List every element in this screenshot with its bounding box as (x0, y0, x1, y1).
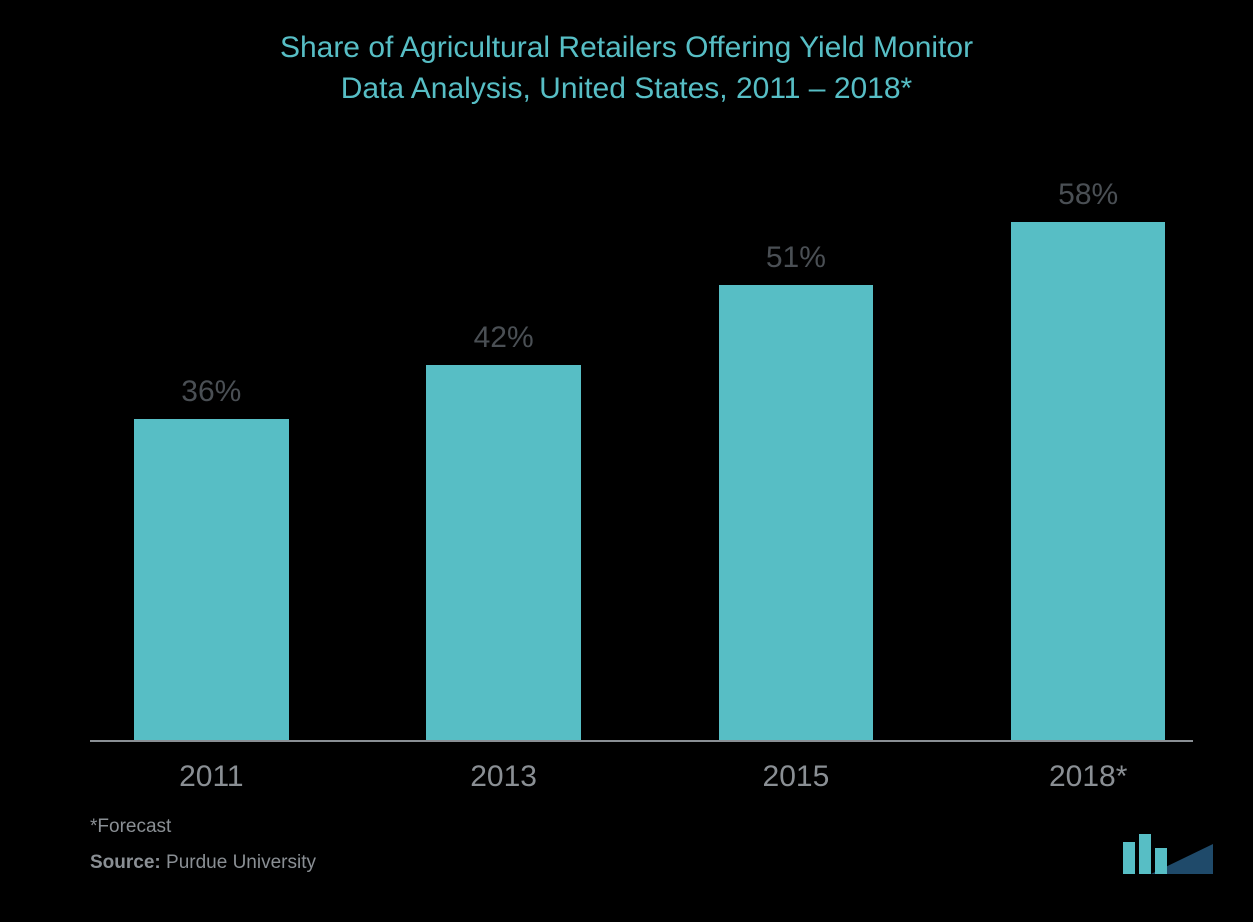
forecast-note: *Forecast (90, 816, 316, 838)
bar-slot: 42% (426, 160, 580, 740)
x-axis: 2011 2013 2015 2018* (90, 742, 1193, 812)
chart-title-line2: Data Analysis, United States, 2011 – 201… (0, 69, 1253, 110)
chart-title: Share of Agricultural Retailers Offering… (0, 0, 1253, 109)
footnotes: *Forecast Source: Purdue University (90, 816, 316, 874)
bar-slot: 51% (719, 160, 873, 740)
chart-area: 36%42%51%58% 2011201320152018* (90, 160, 1193, 742)
chart-title-line1: Share of Agricultural Retailers Offering… (0, 28, 1253, 69)
plot-region: 36% 42% 51% 58% (90, 160, 1193, 742)
source-value: Purdue University (166, 852, 316, 873)
x-tick-label: 2011 (179, 760, 244, 794)
bar (426, 365, 580, 740)
bar-value-label: 42% (474, 321, 534, 355)
brand-logo (1123, 830, 1213, 874)
bar (134, 419, 288, 740)
bar-slot: 36% (134, 160, 288, 740)
source-line: Source: Purdue University (90, 852, 316, 874)
bar (719, 285, 873, 740)
bar-value-label: 36% (181, 375, 241, 409)
logo-icon (1123, 830, 1213, 874)
x-tick-label: 2018* (1049, 760, 1127, 794)
x-tick-label: 2013 (470, 760, 537, 794)
bar-value-label: 51% (766, 241, 826, 275)
source-label: Source: (90, 852, 161, 873)
bar-value-label: 58% (1058, 178, 1118, 212)
x-tick-label: 2015 (763, 760, 830, 794)
bar-slot: 58% (1011, 160, 1165, 740)
bar (1011, 222, 1165, 740)
